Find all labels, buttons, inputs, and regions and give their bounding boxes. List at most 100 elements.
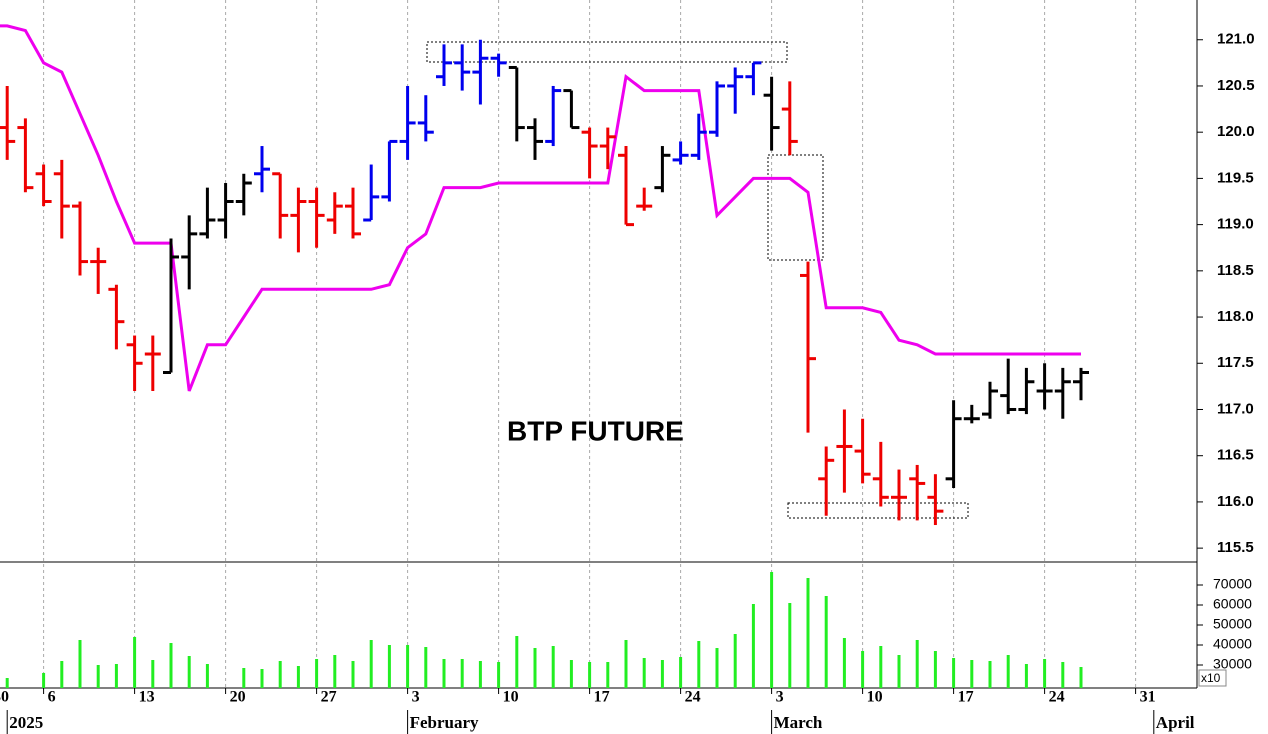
unit-label: x10 [1201, 671, 1221, 685]
range-box [787, 502, 969, 519]
x-tick-label: 13 [139, 689, 155, 706]
y-tick-label: 116.5 [1217, 447, 1254, 464]
chart-annotation: BTP FUTURE [507, 415, 684, 446]
volume-bar [187, 656, 191, 688]
y-tick-label: 117.0 [1217, 400, 1254, 417]
volume-bar [751, 604, 755, 688]
volume-bar [588, 662, 592, 688]
y-tick-label: 118.5 [1217, 262, 1254, 279]
volume-bar [60, 661, 64, 688]
volume-bar [387, 645, 391, 688]
volume-bar [42, 673, 46, 688]
volume-bar [952, 658, 956, 688]
volume-bar [1024, 664, 1028, 688]
y-tick-label: 50000 [1213, 616, 1252, 632]
volume-bar [460, 659, 464, 688]
volume-bar [78, 640, 82, 688]
volume-bar [1043, 659, 1047, 688]
y-tick-label: 115.5 [1217, 539, 1254, 556]
x-tick-label: 20 [230, 689, 246, 706]
volume-bar [861, 651, 865, 688]
volume-bar [715, 648, 719, 688]
x-tick-label: 3 [776, 689, 784, 706]
volume-bar [424, 647, 428, 688]
x-tick-label: 3 [412, 689, 420, 706]
volume-bar [642, 658, 646, 688]
volume-bar [1006, 655, 1010, 688]
volume-bar [442, 659, 446, 688]
x-tick-label: 10 [867, 689, 883, 706]
volume-bar [96, 665, 100, 688]
volume-bar [1061, 662, 1065, 688]
y-tick-label: 119.5 [1217, 169, 1254, 186]
volume-bar [333, 655, 337, 688]
x-tick-label: 24 [1049, 689, 1065, 706]
volume-bar [151, 660, 155, 688]
x-tick-label: 24 [685, 689, 701, 706]
x-tick-label: 27 [321, 689, 337, 706]
volume-bar [315, 659, 319, 688]
month-label: February [410, 713, 479, 732]
month-label: March [774, 713, 823, 732]
volume-bar [933, 651, 937, 688]
y-tick-label: 116.0 [1217, 493, 1254, 510]
volume-bar [988, 661, 992, 688]
volume-bar [624, 640, 628, 688]
volume-bar [478, 661, 482, 688]
x-tick-label: 31 [1140, 689, 1156, 706]
y-tick-label: 120.0 [1217, 123, 1255, 140]
y-tick-label: 117.5 [1217, 354, 1254, 371]
volume-bar [788, 603, 792, 688]
x-tick-label: 30 [0, 689, 9, 706]
volume-bar [114, 664, 118, 688]
volume-bar [770, 572, 774, 688]
volume-bar [897, 655, 901, 688]
volume-bar [296, 666, 300, 688]
volume-bar [369, 640, 373, 688]
volume-bar [915, 640, 919, 688]
volume-bar [806, 578, 810, 688]
month-label: April [1156, 713, 1195, 732]
y-tick-label: 40000 [1213, 636, 1252, 652]
volume-bar [205, 664, 209, 688]
volume-bar [970, 660, 974, 688]
y-tick-label: 60000 [1213, 596, 1252, 612]
volume-bar [533, 648, 537, 688]
volume-bar [1079, 667, 1083, 688]
volume-bar [660, 660, 664, 688]
volume-bar [697, 641, 701, 688]
volume-bar [133, 637, 137, 688]
volume-bar [351, 661, 355, 688]
volume-bar [406, 645, 410, 688]
volume-bar [278, 661, 282, 688]
month-label: 2025 [9, 713, 43, 732]
volume-bar [497, 662, 501, 688]
x-tick-label: 6 [48, 689, 56, 706]
volume-bar [515, 636, 519, 688]
y-tick-label: 118.0 [1217, 308, 1254, 325]
y-tick-label: 70000 [1213, 576, 1252, 592]
y-tick-label: 30000 [1213, 656, 1252, 672]
y-tick-label: 121.0 [1217, 31, 1255, 48]
range-box [426, 41, 788, 63]
volume-bar [242, 668, 246, 688]
x-tick-label: 10 [503, 689, 519, 706]
volume-bar [733, 634, 737, 688]
volume-bar [260, 669, 264, 688]
x-tick-label: 17 [958, 689, 974, 706]
volume-bar [842, 638, 846, 688]
volume-bar [5, 678, 9, 688]
y-tick-label: 119.0 [1217, 216, 1254, 233]
x-tick-label: 17 [594, 689, 610, 706]
volume-bar [569, 660, 573, 688]
volume-bar [879, 646, 883, 688]
volume-bar [824, 596, 828, 688]
volume-bar [169, 643, 173, 688]
volume-bar [606, 662, 610, 688]
volume-bar [551, 646, 555, 688]
unit-box [1198, 669, 1227, 687]
y-tick-label: 120.5 [1217, 77, 1255, 94]
volume-bar [679, 657, 683, 688]
